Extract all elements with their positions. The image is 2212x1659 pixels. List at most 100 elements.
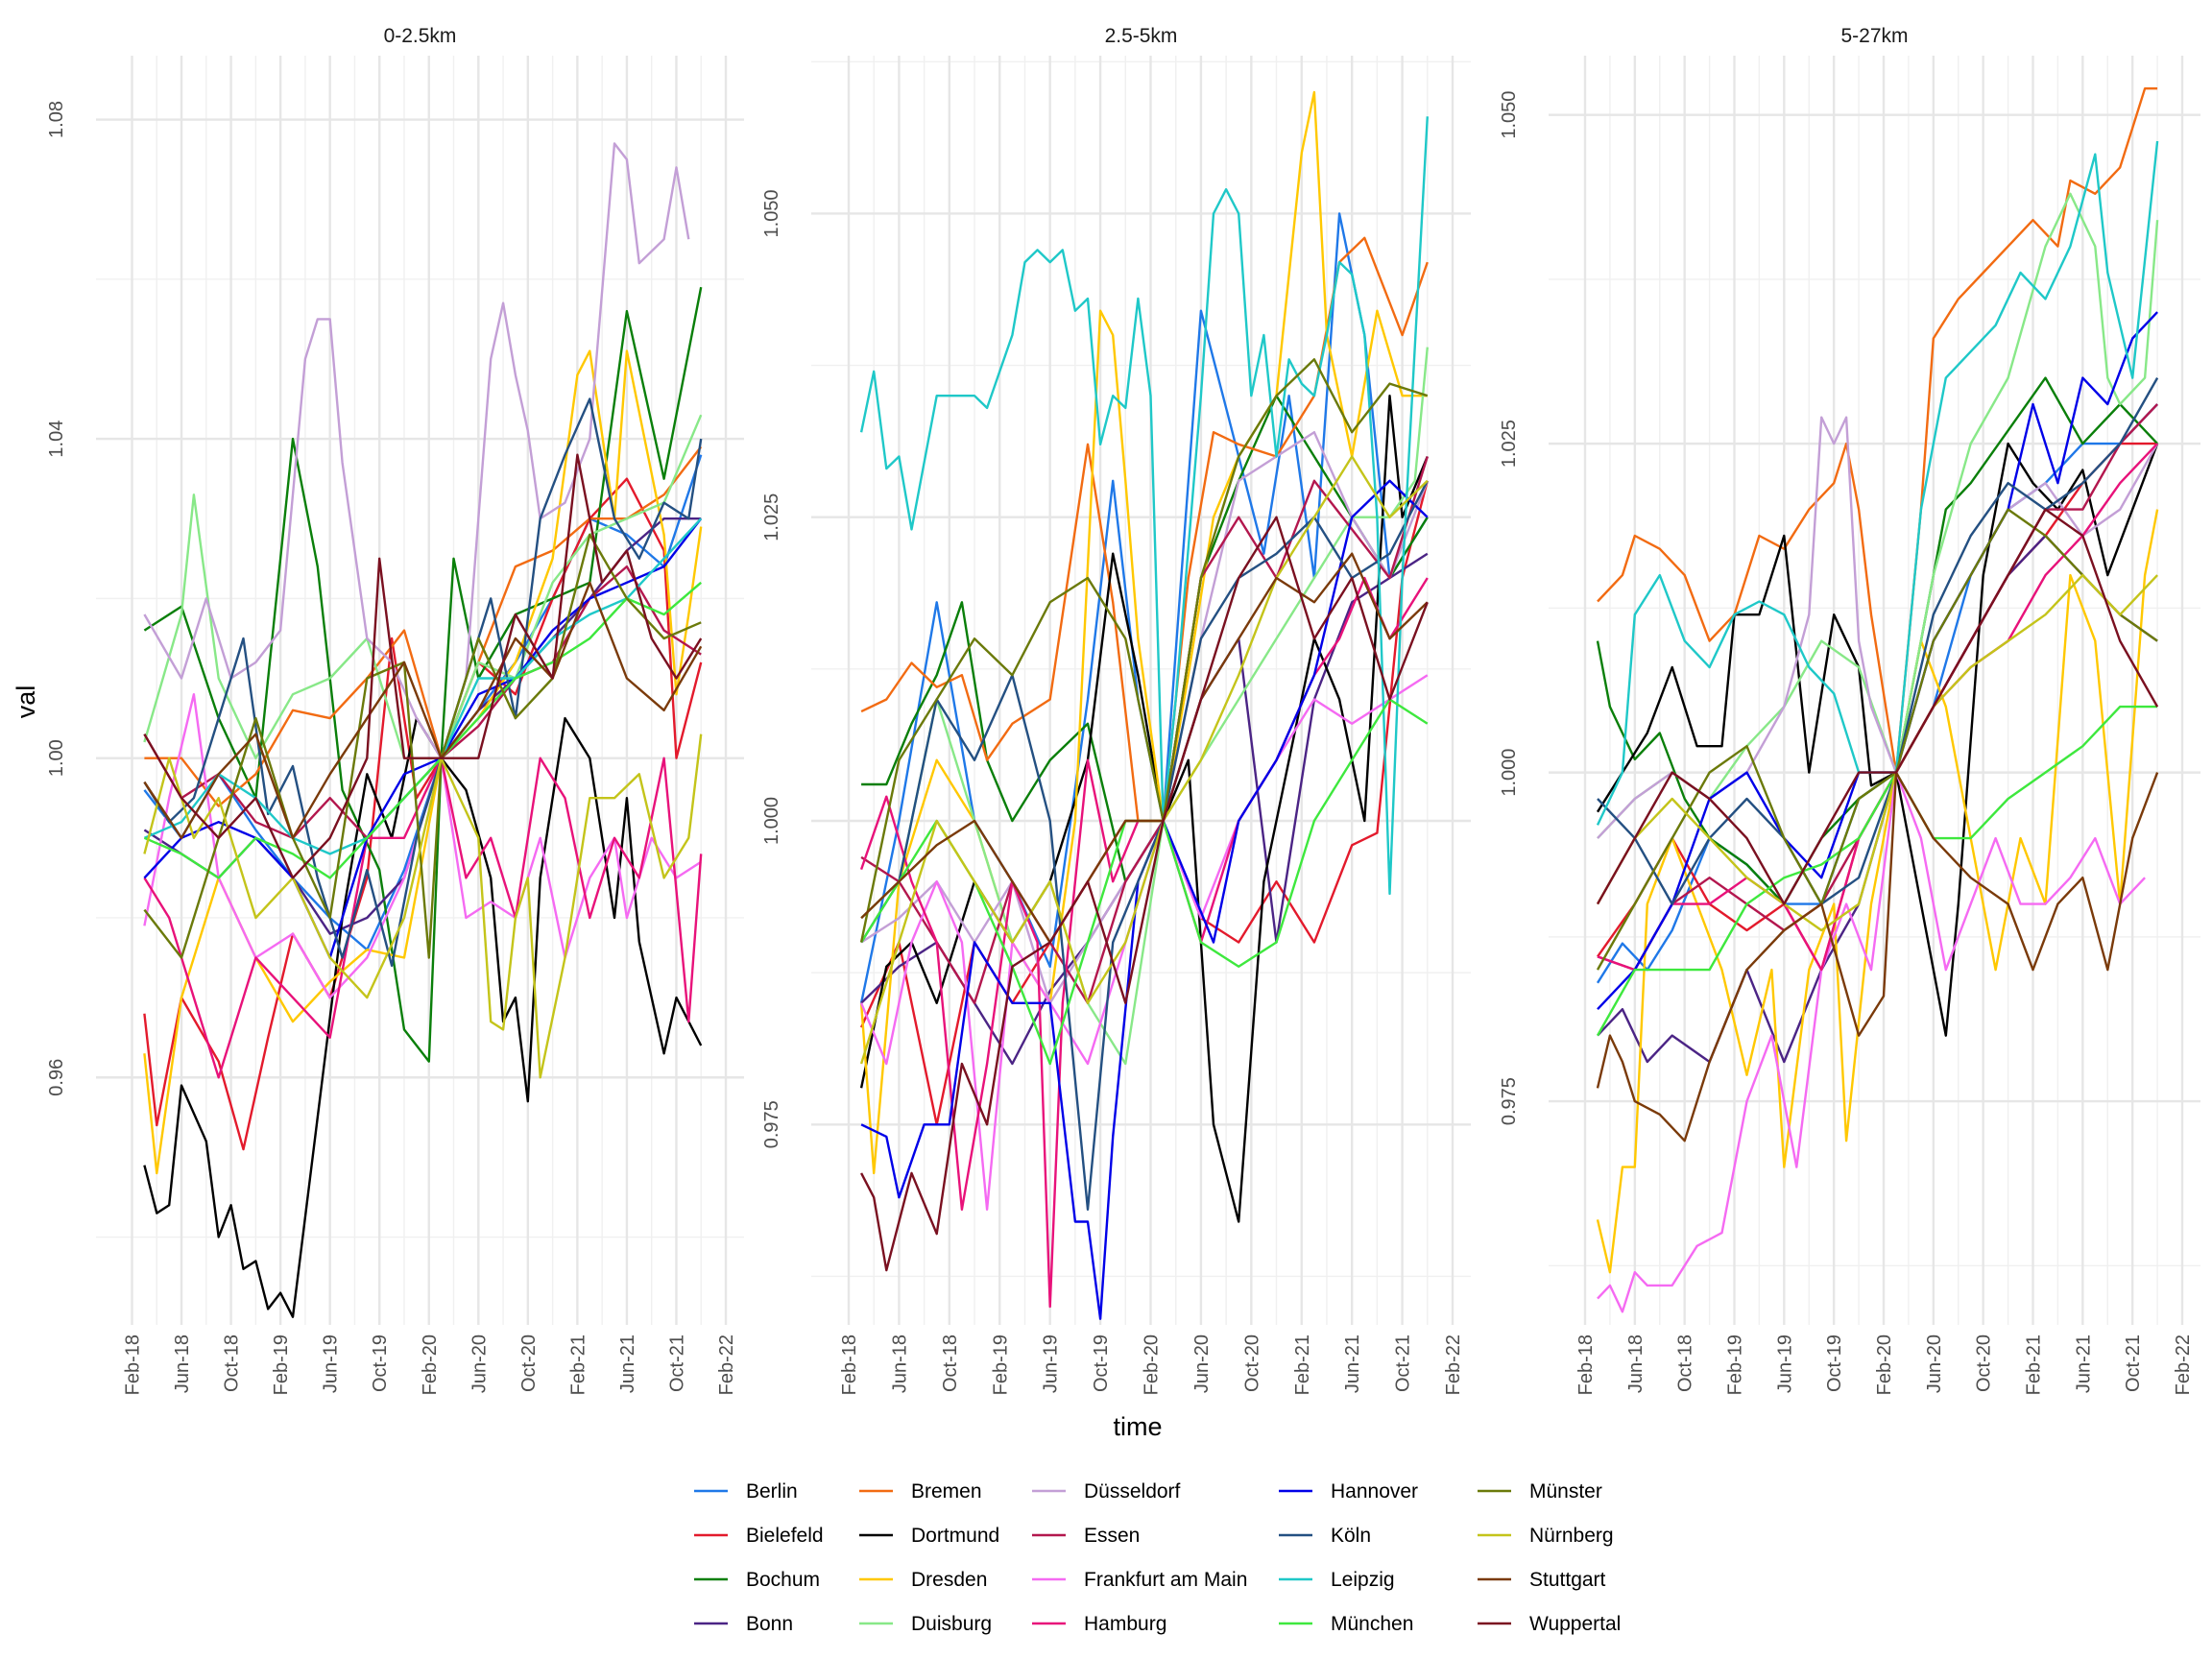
x-tick-label: Jun-20 [1191, 1334, 1213, 1393]
legend-item: Frankfurt am Main [1032, 1569, 1247, 1591]
legend-item: Bonn [694, 1613, 793, 1635]
series-line [859, 455, 1429, 1065]
x-tick-label: Feb-20 [420, 1334, 441, 1395]
legend-item: Leipzig [1279, 1569, 1395, 1591]
x-tick-label: Oct-20 [1241, 1334, 1262, 1392]
legend-label: Essen [1084, 1525, 1140, 1547]
legend-label: Duisburg [911, 1613, 992, 1635]
legend-label: Hamburg [1084, 1613, 1166, 1635]
y-tick-label: 1.050 [761, 189, 782, 237]
legend-label: München [1331, 1613, 1413, 1635]
panel-title: 2.5-5km [1105, 25, 1178, 47]
legend-label: Bielefeld [746, 1525, 824, 1547]
legend-label: Bochum [746, 1569, 820, 1591]
x-tick-label: Feb-19 [271, 1334, 292, 1395]
y-tick-label: 1.000 [1499, 749, 1520, 797]
x-tick-label: Feb-22 [716, 1334, 737, 1395]
legend-label: Münster [1529, 1480, 1602, 1503]
series-line [859, 576, 1429, 1309]
legend-item: Bochum [694, 1569, 820, 1591]
series-line [861, 395, 1429, 883]
legend-item: Bielefeld [694, 1525, 824, 1547]
x-tick-label: Oct-18 [1675, 1334, 1696, 1392]
x-tick-label: Oct-18 [222, 1334, 243, 1392]
panels: Feb-18 Jun-18 Oct-18 Feb-19 Jun-19 Oct-19 Feb-… [46, 25, 2200, 1395]
legend-item: Düsseldorf [1032, 1480, 1181, 1503]
y-tick-label: 1.04 [46, 421, 67, 458]
x-tick-label: Oct-21 [2123, 1334, 2144, 1392]
x-tick-label: Jun-21 [617, 1334, 638, 1393]
series-line [860, 456, 1429, 1004]
legend-label: Wuppertal [1529, 1613, 1621, 1635]
x-tick-label: Jun-19 [1041, 1334, 1062, 1393]
series-line [859, 395, 1429, 1223]
legend-label: Bremen [911, 1480, 982, 1503]
series-line [143, 757, 703, 1079]
x-tick-label: Feb-22 [2173, 1334, 2194, 1395]
series-line [1597, 534, 2158, 1064]
legend-label: Düsseldorf [1084, 1480, 1181, 1503]
y-tick-label: 1.025 [761, 493, 782, 541]
x-axis-title: time [1113, 1412, 1162, 1441]
x-tick-label: Feb-19 [1725, 1334, 1746, 1395]
series-line [1596, 508, 2159, 905]
y-tick-label: 0.975 [1499, 1077, 1520, 1125]
x-tick-label: Oct-20 [1974, 1334, 1995, 1392]
series-line [859, 90, 1428, 1175]
x-tick-label: Feb-18 [1575, 1334, 1597, 1395]
series-line [1597, 192, 2159, 839]
series-line [1596, 705, 2158, 1037]
series-line [143, 397, 703, 967]
y-tick-label: 1.025 [1499, 420, 1520, 468]
series-line [1597, 87, 2158, 774]
x-tick-label: Feb-22 [1443, 1334, 1464, 1395]
y-axis-title: val [12, 685, 40, 719]
panel-1: Feb-18 Jun-18 Oct-18 Feb-19 Jun-19 Oct-19 Feb-… [46, 25, 744, 1395]
legend-label: Nürnberg [1529, 1525, 1614, 1547]
x-tick-label: Feb-18 [839, 1334, 860, 1395]
series-line [860, 480, 1429, 1126]
x-tick-label: Oct-19 [1091, 1334, 1112, 1392]
legend-item: Duisburg [859, 1613, 992, 1635]
legend-label: Bonn [746, 1613, 793, 1635]
legend-item: Hamburg [1032, 1613, 1166, 1635]
legend-item: Münster [1478, 1480, 1602, 1503]
y-tick-label: 0.975 [761, 1100, 782, 1148]
y-tick-label: 1.050 [1499, 91, 1520, 139]
panel-3: Feb-18 Jun-18 Oct-18 Feb-19 Jun-19 Oct-19 Feb-… [1499, 25, 2200, 1395]
x-tick-label: Jun-18 [889, 1334, 910, 1393]
legend-label: Berlin [746, 1480, 798, 1503]
legend-item: Berlin [694, 1480, 798, 1503]
legend: Berlin Bielefeld Bochum Bonn Bremen Dortmund D… [694, 1480, 1621, 1635]
series-line [143, 733, 703, 1079]
panel-title: 5-27km [1840, 25, 1908, 47]
x-tick-label: Feb-21 [2024, 1334, 2045, 1395]
x-tick-label: Oct-19 [370, 1334, 391, 1392]
x-tick-label: Jun-21 [1342, 1334, 1363, 1393]
series-line [143, 533, 702, 959]
legend-item: Hannover [1279, 1480, 1418, 1503]
series-line [143, 581, 703, 839]
series-line [860, 516, 1429, 1272]
panel-title: 0-2.5km [384, 25, 457, 47]
series-line [144, 445, 703, 807]
series-line [1596, 508, 2158, 971]
series-line [1596, 509, 2159, 1274]
x-tick-label: Jun-18 [172, 1334, 193, 1393]
x-tick-label: Jun-20 [469, 1334, 490, 1393]
panel-2: Feb-18 Jun-18 Oct-18 Feb-19 Jun-19 Oct-19 Feb-… [761, 25, 1471, 1395]
x-tick-label: Oct-21 [666, 1334, 687, 1392]
legend-item: Bremen [859, 1480, 982, 1503]
x-tick-label: Feb-20 [1142, 1334, 1163, 1395]
series-line [1597, 377, 2159, 905]
x-tick-label: Jun-19 [321, 1334, 342, 1393]
x-tick-label: Jun-19 [1774, 1334, 1795, 1393]
legend-item: München [1279, 1613, 1413, 1635]
legend-item: Dresden [859, 1569, 987, 1591]
series-line [143, 693, 702, 999]
x-tick-label: Jun-20 [1924, 1334, 1945, 1393]
legend-label: Frankfurt am Main [1084, 1569, 1247, 1591]
series-line [143, 477, 703, 1151]
legend-label: Leipzig [1331, 1569, 1395, 1591]
